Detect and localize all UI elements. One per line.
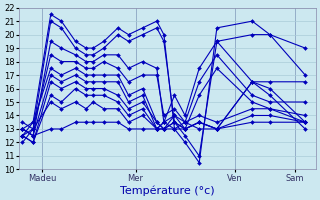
X-axis label: Température (°c): Température (°c)	[120, 185, 215, 196]
